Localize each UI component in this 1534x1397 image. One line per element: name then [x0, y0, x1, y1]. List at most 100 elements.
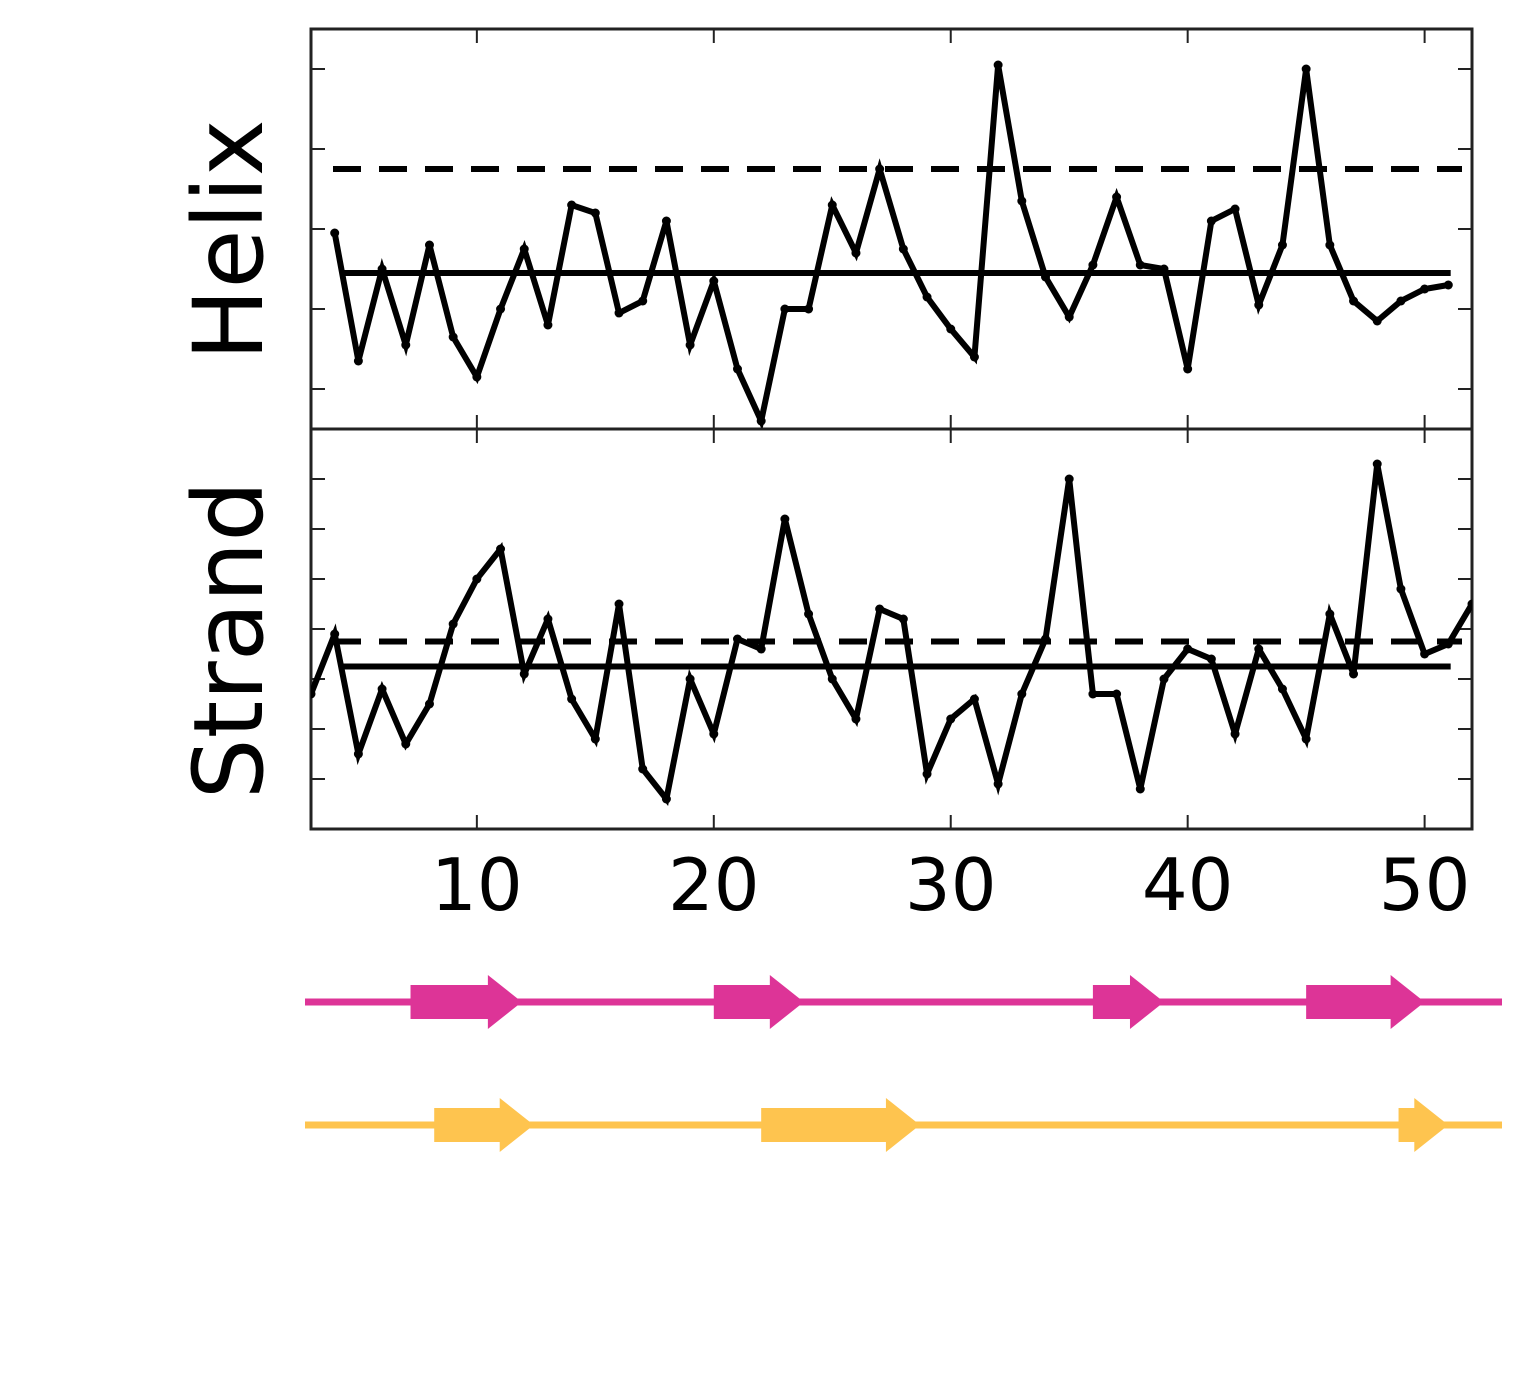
data-point [709, 276, 719, 286]
helix-series-clipped [330, 60, 1453, 431]
data-point [851, 248, 861, 258]
data-point [1443, 280, 1453, 290]
data-point [1396, 296, 1406, 306]
data-point [851, 714, 861, 724]
data-point [1277, 684, 1287, 694]
strand-series-clipped [311, 459, 1472, 806]
data-point [827, 674, 837, 684]
helix-reference-lines [333, 166, 1462, 276]
strand-series [311, 459, 1472, 806]
helix-series-line [331, 64, 1449, 431]
data-point [590, 208, 600, 218]
helix-y-ticks [311, 68, 1472, 390]
strand-arrow [1398, 1098, 1449, 1152]
data-point [614, 599, 624, 609]
data-point [1420, 284, 1430, 294]
x-tick-labels: 10 20 30 40 50 [431, 843, 1470, 927]
data-point [1301, 734, 1311, 744]
data-point [993, 779, 1003, 789]
x-tick-label: 30 [905, 843, 997, 927]
strand-series-line [311, 463, 1472, 806]
data-point [543, 614, 553, 624]
data-point [1206, 654, 1216, 664]
data-point [1372, 459, 1382, 469]
data-point [519, 669, 529, 679]
data-point [827, 200, 837, 210]
data-point [377, 684, 387, 694]
helix-series [330, 60, 1453, 431]
data-point [448, 332, 458, 342]
data-point [377, 264, 387, 274]
x-tick-label: 20 [668, 843, 760, 927]
data-point [661, 216, 671, 226]
data-point [496, 304, 506, 314]
data-point [1183, 644, 1193, 654]
data-point [1349, 296, 1359, 306]
data-point [1041, 634, 1051, 644]
data-point [1254, 300, 1264, 310]
structure-track-1 [305, 975, 1502, 1029]
data-point [1254, 644, 1264, 654]
data-point [661, 794, 671, 804]
data-point [590, 734, 600, 744]
helix-plot-frame [309, 27, 1474, 431]
data-point [1112, 192, 1122, 202]
data-point [946, 714, 956, 724]
data-point [922, 292, 932, 302]
data-point [898, 244, 908, 254]
data-point [1159, 674, 1169, 684]
data-point [1017, 689, 1027, 699]
strand-arrow [1092, 975, 1164, 1029]
data-point [424, 699, 434, 709]
strand-arrow [713, 975, 804, 1029]
data-point [804, 609, 814, 619]
data-point [1088, 260, 1098, 270]
data-point [1349, 669, 1359, 679]
data-point [567, 200, 577, 210]
data-point [401, 739, 411, 749]
data-point [804, 304, 814, 314]
data-point [993, 60, 1003, 70]
strand-panel: Strand 10 20 30 40 50 [173, 427, 1474, 927]
data-point [330, 629, 340, 639]
data-point [496, 544, 506, 554]
helix-y-axis-label: Helix [173, 119, 285, 360]
data-point [946, 324, 956, 334]
data-point [448, 619, 458, 629]
data-point [638, 296, 648, 306]
data-point [1088, 689, 1098, 699]
data-point [353, 356, 363, 366]
data-point [969, 352, 979, 362]
helix-x-ticks [475, 29, 1426, 429]
data-point [1325, 240, 1335, 250]
strand-arrow [761, 1098, 920, 1152]
data-point [1301, 64, 1311, 74]
data-point [685, 674, 695, 684]
secondary-structure-tracks [305, 975, 1502, 1152]
data-point [401, 340, 411, 350]
data-point [1230, 729, 1240, 739]
data-point [567, 694, 577, 704]
data-point [424, 240, 434, 250]
data-point [543, 320, 553, 330]
data-point [1064, 474, 1074, 484]
x-tick-label: 10 [431, 843, 523, 927]
data-point [1420, 649, 1430, 659]
data-point [1206, 216, 1216, 226]
data-point [732, 634, 742, 644]
data-point [1159, 264, 1169, 274]
data-point [472, 372, 482, 382]
data-point [780, 304, 790, 314]
x-tick-label: 50 [1379, 843, 1471, 927]
data-point [756, 644, 766, 654]
strand-reference-lines [333, 638, 1462, 670]
data-point [969, 694, 979, 704]
data-point [1064, 312, 1074, 322]
x-tick-label: 40 [1142, 843, 1234, 927]
data-point [1135, 260, 1145, 270]
data-point [780, 514, 790, 524]
data-point [1112, 689, 1122, 699]
strand-arrow [1306, 975, 1425, 1029]
strand-y-ticks [311, 478, 1472, 780]
